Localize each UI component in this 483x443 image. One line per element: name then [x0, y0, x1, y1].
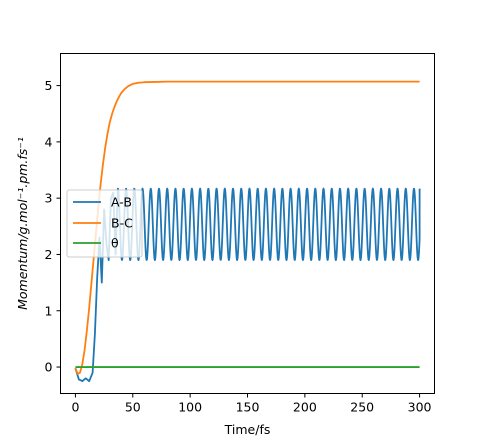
legend-label-theta: θ [111, 236, 119, 251]
x-tick-label: 100 [178, 400, 202, 415]
series-line-a-b [74, 187, 421, 383]
legend-box [66, 189, 143, 258]
y-axis-label: Momentum/g.mol⁻¹.pm.fs⁻¹ [15, 137, 30, 310]
x-tick-label: 150 [236, 400, 260, 415]
x-tick-label: 300 [408, 400, 432, 415]
y-tick-label: 1 [45, 303, 53, 318]
y-tick-label: 4 [45, 134, 53, 149]
y-tick-label: 0 [45, 360, 53, 375]
x-axis-label: Time/fs [224, 422, 271, 437]
y-tick-label: 2 [45, 247, 53, 262]
x-axis-ticks: 0 50 100 150 200 250 300 [71, 393, 432, 415]
legend-label-b-c: B-C [111, 216, 133, 231]
y-tick-label: 5 [45, 78, 53, 93]
x-tick-label: 250 [350, 400, 374, 415]
y-axis-ticks: 0 1 2 3 4 5 [45, 78, 61, 375]
x-tick-label: 50 [125, 400, 141, 415]
x-tick-label: 200 [293, 400, 317, 415]
series-line-b-c [74, 80, 420, 375]
y-tick-label: 3 [45, 191, 53, 206]
x-tick-label: 0 [71, 400, 79, 415]
plot-lines [74, 80, 421, 383]
legend-label-a-b: A-B [111, 195, 132, 210]
legend: A-B B-C θ [66, 189, 143, 258]
